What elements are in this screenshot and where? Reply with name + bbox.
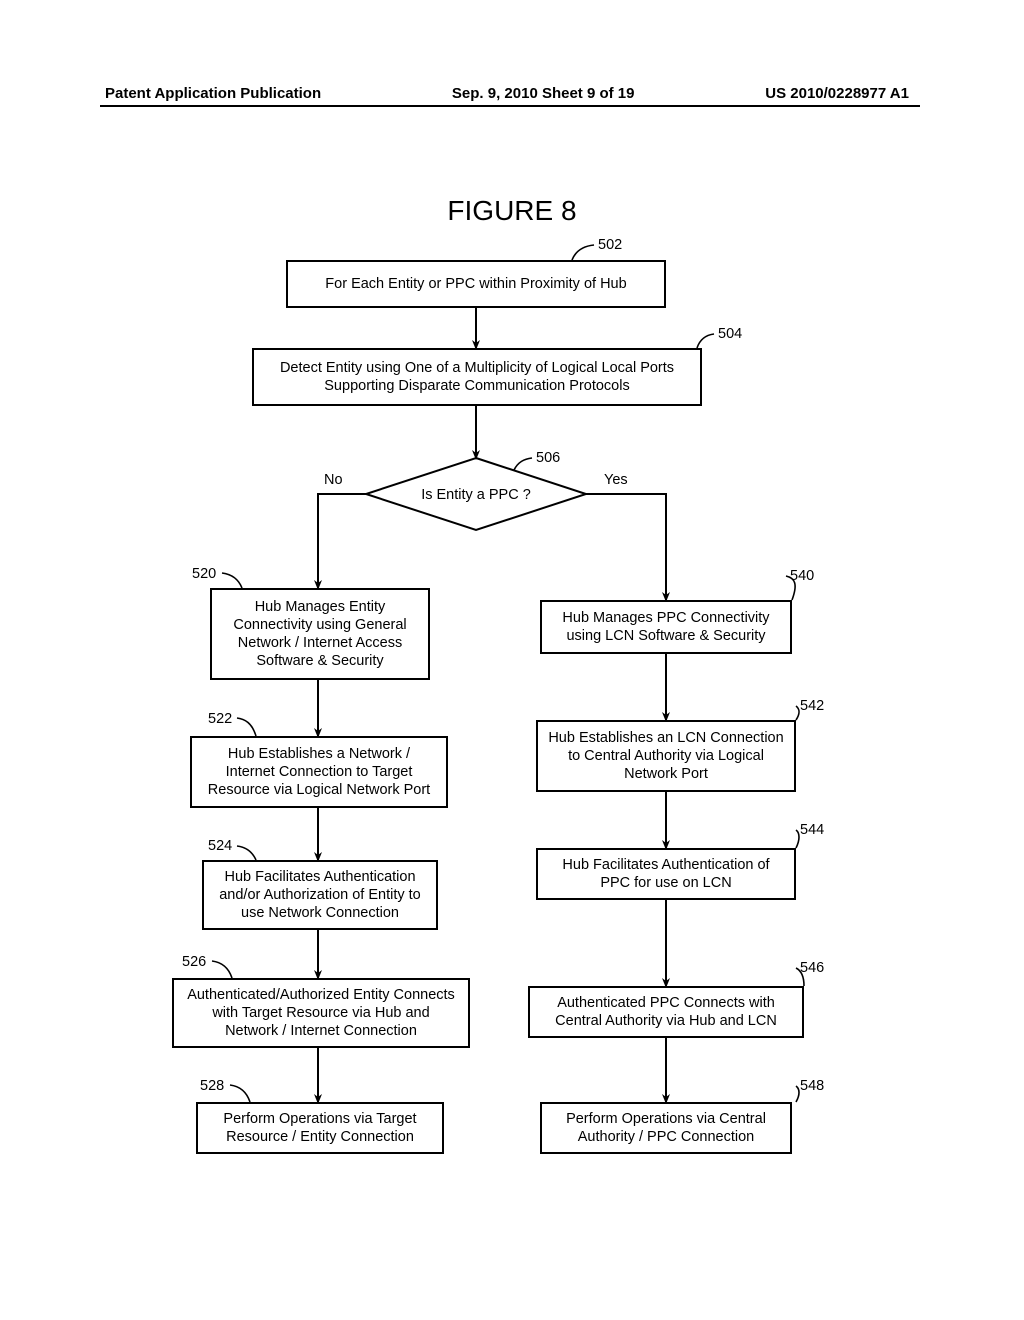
flowchart-box: Hub Facilitates Authentication of PPC fo…: [536, 848, 796, 900]
flowchart-box: Hub Establishes a Network / Internet Con…: [190, 736, 448, 808]
reference-label: 524: [208, 838, 232, 854]
header-left: Patent Application Publication: [105, 85, 321, 102]
reference-label: 526: [182, 954, 206, 970]
reference-label: 540: [790, 568, 814, 584]
reference-label: 504: [718, 326, 742, 342]
flowchart-box: For Each Entity or PPC within Proximity …: [286, 260, 666, 308]
figure-title: FIGURE 8: [0, 195, 1024, 227]
flowchart-box: Hub Manages Entity Connectivity using Ge…: [210, 588, 430, 680]
flowchart-box: Authenticated PPC Connects with Central …: [528, 986, 804, 1038]
reference-label: 546: [800, 960, 824, 976]
flowchart-box: Hub Establishes an LCN Connection to Cen…: [536, 720, 796, 792]
flowchart-box: Authenticated/Authorized Entity Connects…: [172, 978, 470, 1048]
header-divider: [100, 105, 920, 107]
flowchart-box: Hub Facilitates Authentication and/or Au…: [202, 860, 438, 930]
svg-text:Is Entity a PPC ?: Is Entity a PPC ?: [421, 487, 531, 503]
reference-label: 520: [192, 566, 216, 582]
page-header: Patent Application Publication Sep. 9, 2…: [0, 85, 1024, 102]
svg-text:No: No: [324, 472, 343, 488]
reference-label: 528: [200, 1078, 224, 1094]
header-right: US 2010/0228977 A1: [765, 85, 909, 102]
reference-label: 522: [208, 711, 232, 727]
svg-text:Yes: Yes: [604, 472, 628, 488]
reference-label: 542: [800, 698, 824, 714]
reference-label: 548: [800, 1078, 824, 1094]
header-center: Sep. 9, 2010 Sheet 9 of 19: [452, 85, 635, 102]
reference-label: 544: [800, 822, 824, 838]
reference-label: 506: [536, 450, 560, 466]
flowchart-box: Hub Manages PPC Connectivity using LCN S…: [540, 600, 792, 654]
flowchart-box: Detect Entity using One of a Multiplicit…: [252, 348, 702, 406]
flowchart-box: Perform Operations via Central Authority…: [540, 1102, 792, 1154]
flowchart-box: Perform Operations via Target Resource /…: [196, 1102, 444, 1154]
reference-label: 502: [598, 237, 622, 253]
